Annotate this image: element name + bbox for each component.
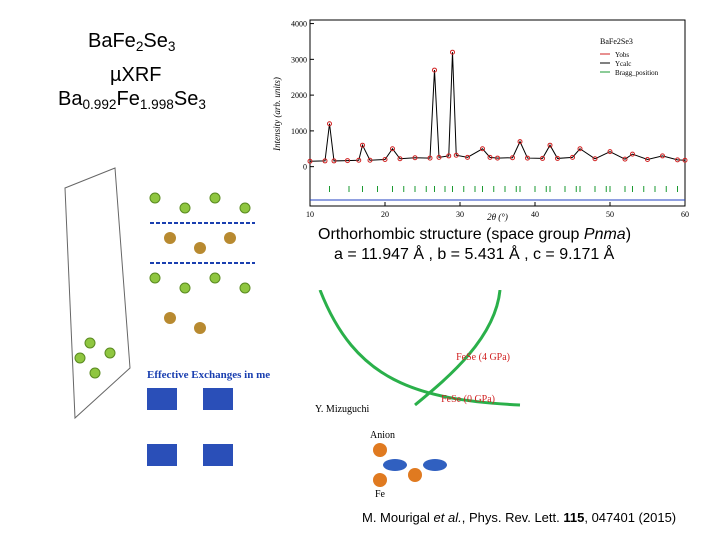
x-tick-label: 10 bbox=[306, 210, 314, 219]
exchanges-label: Effective Exchanges in meV bbox=[147, 369, 270, 381]
yobs-point bbox=[432, 67, 437, 73]
title-sub: 3 bbox=[167, 39, 176, 55]
text: , Phys. Rev. Lett. bbox=[461, 510, 564, 525]
yobs-point bbox=[555, 155, 560, 161]
yobs-point bbox=[331, 158, 337, 164]
comp-part: Ba bbox=[58, 88, 83, 110]
yobs-point bbox=[465, 154, 470, 160]
title: BaFe2Se3 bbox=[88, 30, 175, 54]
x-tick-label: 50 bbox=[606, 210, 614, 219]
text: Orthorhombic structure (space group bbox=[318, 226, 584, 243]
yobs-point bbox=[382, 157, 388, 162]
title-sub: 2 bbox=[135, 39, 144, 55]
yobs-point bbox=[675, 157, 680, 163]
fese4-label: FeSe (4 GPa) bbox=[456, 352, 510, 363]
comp-sub: 0.992 bbox=[82, 97, 117, 113]
yobs-point bbox=[517, 139, 523, 145]
y-tick-label: 3000 bbox=[291, 55, 307, 64]
yobs-point bbox=[547, 142, 553, 148]
yobs-point bbox=[480, 146, 485, 152]
y-tick-label: 4000 bbox=[291, 20, 307, 29]
yobs-point bbox=[592, 156, 598, 162]
phase-figure: FeSe (4 GPa) FeSe (0 GPa) Y. Mizuguchi A… bbox=[315, 290, 521, 500]
yobs-point bbox=[645, 157, 650, 162]
legend-title: BaFe2Se3 bbox=[600, 37, 633, 46]
yobs-point bbox=[356, 157, 362, 163]
yobs-point bbox=[412, 155, 418, 161]
italic: et al. bbox=[433, 510, 462, 525]
yobs-point bbox=[495, 155, 500, 161]
title-part: BaFe bbox=[88, 30, 136, 52]
yobs-point bbox=[446, 153, 452, 159]
yobs-point bbox=[390, 146, 395, 152]
yobs-point bbox=[607, 149, 613, 155]
citation: M. Mourigal et al., Phys. Rev. Lett. 115… bbox=[362, 510, 676, 525]
plot-frame bbox=[309, 19, 686, 207]
structure-line2: a = 11.947 Å , b = 5.431 Å , c = 9.171 Å bbox=[334, 246, 615, 263]
comp-part: Se bbox=[173, 88, 199, 110]
ycalc-line bbox=[309, 52, 686, 162]
yobs-point bbox=[367, 157, 373, 163]
x-tick-label: 30 bbox=[456, 210, 464, 219]
text: ) bbox=[625, 226, 632, 243]
yobs-point bbox=[622, 156, 628, 162]
x-tick-label: 40 bbox=[531, 210, 539, 219]
yobs-point bbox=[436, 154, 442, 160]
anion-label: Anion bbox=[370, 430, 395, 441]
yobs-point bbox=[570, 154, 575, 160]
yobs-point bbox=[487, 154, 493, 160]
structure-line1: Orthorhombic structure (space group Pnma… bbox=[318, 226, 631, 244]
comp-sub: 1.998 bbox=[139, 97, 174, 113]
text: , 047401 (2015) bbox=[584, 510, 677, 525]
yobs-point bbox=[540, 155, 545, 161]
author-label: Y. Mizuguchi bbox=[315, 404, 369, 415]
legend-label: Ycalc bbox=[615, 60, 631, 68]
method: µXRF bbox=[110, 64, 162, 86]
yobs-point bbox=[427, 155, 433, 161]
yobs-point bbox=[307, 158, 313, 164]
text: M. Mourigal bbox=[362, 510, 434, 525]
fe-label: Fe bbox=[375, 489, 386, 500]
italic: Pnma bbox=[583, 226, 626, 243]
x-axis-label: 2θ (°) bbox=[487, 212, 508, 222]
yobs-point bbox=[660, 153, 665, 159]
xrd-plot: 0 1000 2000 3000 4000 10 20 30 40 50 60 Intensity (… bbox=[272, 19, 689, 222]
y-tick-label: 0 bbox=[303, 163, 307, 172]
yobs-point bbox=[525, 155, 530, 161]
yobs-point bbox=[327, 121, 332, 127]
legend-label: Yobs bbox=[615, 51, 629, 59]
comp-part: Fe bbox=[116, 88, 140, 110]
title-part: Se bbox=[143, 30, 168, 52]
yobs-point bbox=[397, 156, 403, 162]
y-tick-label: 2000 bbox=[291, 91, 307, 100]
crystal-figure: Effective Exchanges in meV bbox=[55, 128, 270, 526]
yobs-point bbox=[630, 151, 635, 157]
yobs-point bbox=[682, 157, 688, 163]
y-axis-label: Intensity (arb. units) bbox=[272, 77, 282, 152]
legend-label: Bragg_position bbox=[615, 69, 659, 77]
x-tick-label: 20 bbox=[381, 210, 389, 219]
x-tick-label: 60 bbox=[681, 210, 689, 219]
composition: Ba0.992Fe1.998Se3 bbox=[58, 88, 206, 112]
yobs-point bbox=[510, 155, 515, 161]
comp-sub: 3 bbox=[198, 97, 206, 113]
bold: 115 bbox=[563, 510, 585, 525]
fese0-label: FeSe (0 GPa) bbox=[441, 394, 495, 405]
yobs-point bbox=[322, 158, 328, 164]
yobs-point bbox=[360, 142, 365, 148]
yobs-point bbox=[450, 49, 455, 55]
yobs-point bbox=[453, 152, 459, 158]
yobs-point bbox=[577, 146, 583, 152]
y-tick-label: 1000 bbox=[291, 127, 307, 136]
yobs-point bbox=[345, 158, 350, 164]
